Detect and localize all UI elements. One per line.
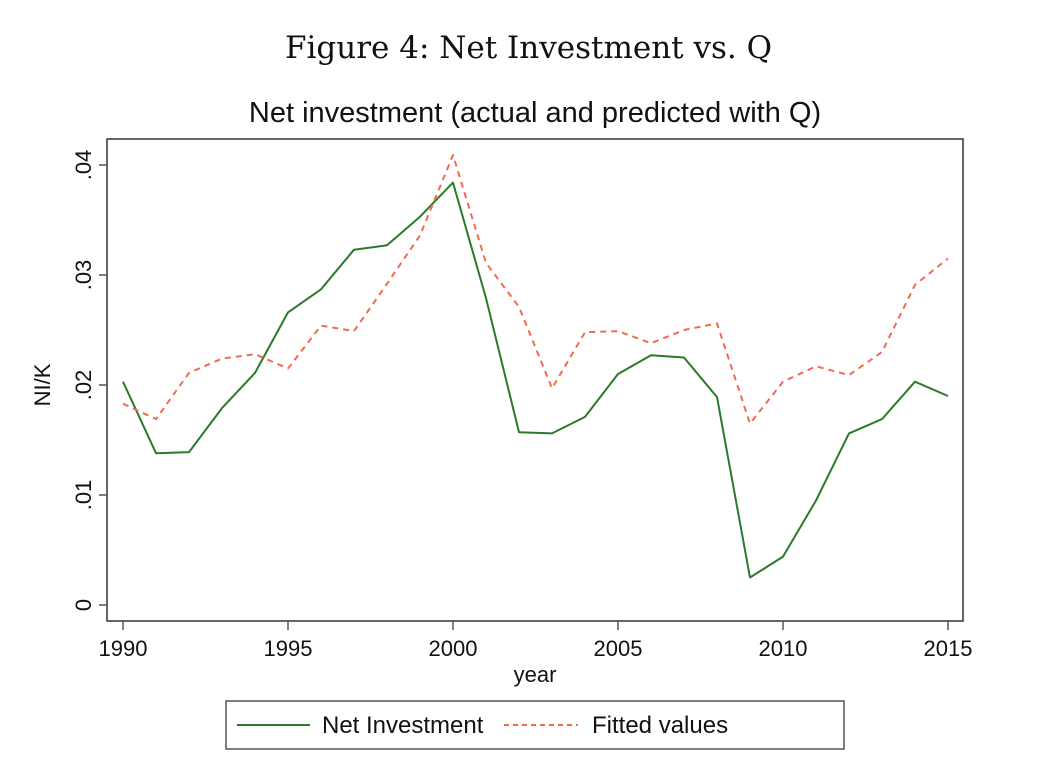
y-axis-label: NI/K bbox=[30, 363, 55, 406]
y-tick-label: .03 bbox=[71, 260, 96, 291]
x-axis: 1990 1995 2000 2005 2010 2015 bbox=[99, 621, 973, 661]
x-tick-label: 2000 bbox=[429, 636, 478, 661]
x-tick-label: 1990 bbox=[99, 636, 148, 661]
plot-area bbox=[106, 138, 964, 622]
figure-caption: Figure 4: Net Investment vs. Q bbox=[284, 30, 773, 66]
x-tick-label: 1995 bbox=[264, 636, 313, 661]
y-tick-label: 0 bbox=[71, 599, 96, 611]
y-tick-label: .01 bbox=[71, 480, 96, 511]
x-tick-label: 2005 bbox=[594, 636, 643, 661]
legend: Net Investment Fitted values bbox=[225, 700, 845, 750]
y-tick-label: .04 bbox=[71, 150, 96, 181]
series-line-fitted-values bbox=[122, 154, 949, 425]
x-tick-label: 2015 bbox=[924, 636, 973, 661]
x-axis-label: year bbox=[514, 662, 557, 687]
legend-label-fitted-values: Fitted values bbox=[592, 712, 728, 739]
x-tick-label: 2010 bbox=[759, 636, 808, 661]
chart-title: Net investment (actual and predicted wit… bbox=[249, 97, 821, 129]
series-layer bbox=[122, 154, 949, 579]
series-line-net-investment bbox=[122, 181, 949, 579]
legend-label-net-investment: Net Investment bbox=[322, 712, 484, 739]
y-axis: 0 .01 .02 .03 .04 bbox=[71, 150, 107, 611]
y-tick-label: .02 bbox=[71, 370, 96, 401]
